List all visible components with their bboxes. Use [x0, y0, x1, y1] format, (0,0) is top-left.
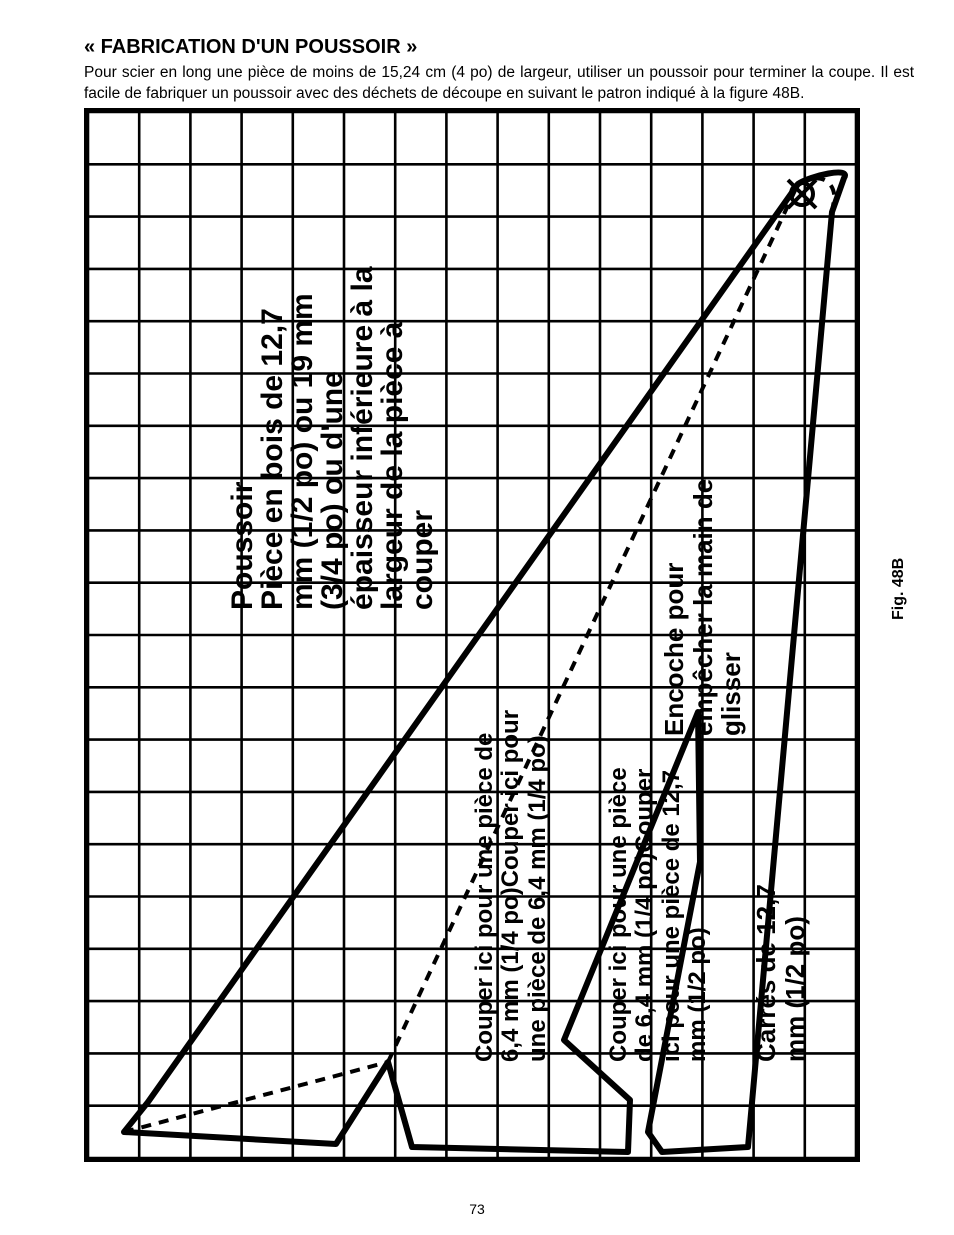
figure-48b-box: Poussoir Pièce en bois de 12,7 mm (1/2 p…	[84, 108, 860, 1162]
page-number: 73	[0, 1201, 954, 1217]
section-body: Pour scier en long une pièce de moins de…	[84, 63, 914, 105]
figure-caption: Fig. 48B	[890, 558, 908, 620]
label-cut-b: Couper ici pour une pièce de 6,4 mm (1/4…	[606, 767, 712, 1062]
label-notch: Encoche pour empêcher la main de glisser	[660, 479, 746, 736]
section-title: « FABRICATION D'UN POUSSOIR »	[84, 36, 914, 59]
label-poussoir-main: Poussoir Pièce en bois de 12,7 mm (1/2 p…	[228, 266, 438, 610]
label-cut-a: Couper ici pour une pièce de 6,4 mm (1/4…	[472, 710, 551, 1062]
label-squares: Carrés de 12,7 mm (1/2 po)	[752, 884, 809, 1062]
